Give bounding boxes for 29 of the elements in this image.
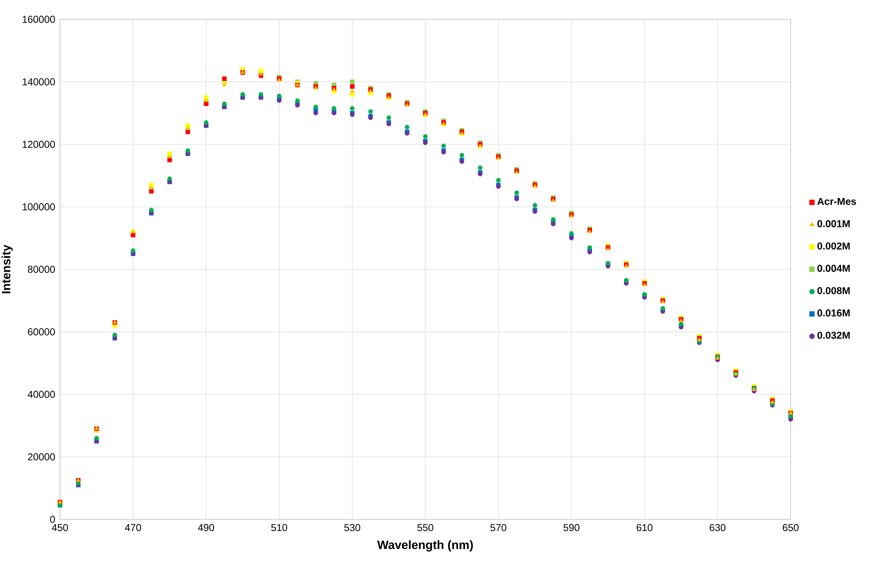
y-tick-label: 120000 [22,140,55,148]
x-tick-label: 590 [564,524,580,532]
legend-label: 0.002M [817,242,850,250]
x-tick-label: 570 [490,524,506,532]
legend-label: 0.001M [817,220,850,228]
x-tick-label: 490 [198,524,214,532]
x-tick-label: 650 [782,524,799,532]
x-tick-label: 610 [636,524,652,532]
y-tick-label: 20000 [28,453,55,460]
legend-label: 0.004M [817,264,850,272]
x-tick-label: 470 [124,524,142,532]
y-tick-label: 60000 [28,328,55,336]
y-tick-label: 100000 [22,203,55,210]
y-tick-label: 140000 [22,78,55,86]
legend-label: 0.008M [817,287,850,294]
y-tick-label: 80000 [28,266,55,273]
legend-label: 0.032M [817,332,850,339]
x-tick-label: 510 [271,524,288,532]
x-tick-label: 630 [710,524,726,532]
x-tick-label: 550 [417,524,434,532]
y-tick-label: 160000 [22,16,55,23]
legend-label: 0.016M [817,309,850,317]
x-tick-label: 450 [52,524,68,532]
legend-label: Acr-Mes [817,198,856,205]
y-axis-title: Intensity [2,244,13,294]
x-axis-title: Wavelength (nm) [377,540,473,552]
x-tick-label: 530 [344,524,360,532]
y-tick-label: 40000 [28,390,55,398]
y-tick-label: 0 [50,516,55,523]
